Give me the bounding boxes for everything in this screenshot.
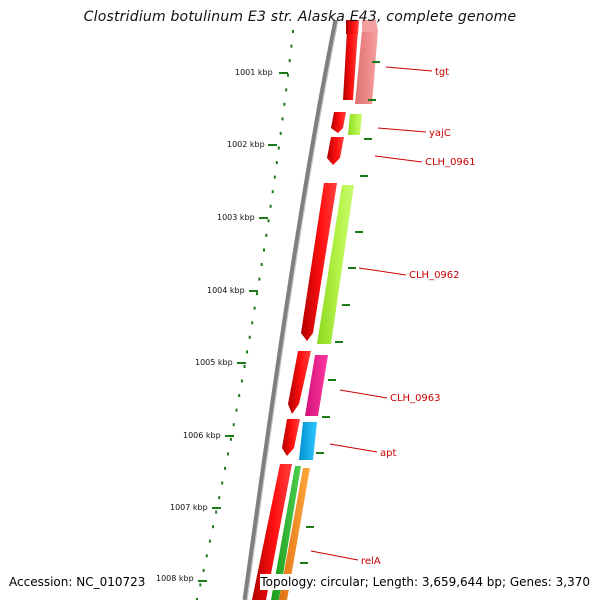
minor-tick xyxy=(273,175,276,179)
minor-tick xyxy=(269,204,272,208)
minor-tick xyxy=(240,379,243,383)
minor-tick xyxy=(283,102,286,106)
minor-tick xyxy=(208,539,211,543)
kbp-label: 1006 kbp xyxy=(183,431,221,440)
orf-feature xyxy=(301,183,337,341)
minor-tick xyxy=(279,131,282,135)
minor-tick xyxy=(277,146,280,150)
accession-label: Accession: NC_010723 xyxy=(9,574,146,590)
orf-feature-top xyxy=(346,20,359,34)
gene-label-CLH_0962: CLH_0962 xyxy=(409,270,460,281)
minor-tick xyxy=(253,306,256,310)
minor-tick xyxy=(265,233,268,237)
minor-tick xyxy=(275,161,278,165)
minor-tick xyxy=(267,219,270,223)
kbp-label: 1004 kbp xyxy=(207,286,245,295)
label-leader-lines xyxy=(310,66,433,561)
minor-tick xyxy=(232,423,235,427)
gene-label-yajC: yajC xyxy=(429,128,451,139)
kbp-label: 1001 kbp xyxy=(235,68,273,77)
gene-label-relA: relA xyxy=(361,556,381,567)
orf-feature xyxy=(288,351,311,414)
minor-tick xyxy=(229,437,232,441)
minor-tick xyxy=(292,30,294,33)
major-tick-marks xyxy=(198,72,288,582)
minor-tick xyxy=(199,583,202,587)
minor-tick xyxy=(227,452,229,456)
kbp-label: 1008 kbp xyxy=(156,574,194,583)
minor-tick xyxy=(218,496,221,500)
minor-tick xyxy=(256,292,258,296)
minor-tick xyxy=(205,554,208,558)
kbp-label: 1005 kbp xyxy=(195,358,233,367)
orf-feature xyxy=(343,30,358,100)
kbp-labels: 1001 kbp 1002 kbp 1003 kbp 1004 kbp 1005… xyxy=(156,68,273,583)
gene-tgt xyxy=(355,30,378,104)
kbp-label: 1007 kbp xyxy=(170,503,208,512)
minor-tick xyxy=(196,598,198,600)
minor-tick xyxy=(271,190,274,194)
genome-backbone xyxy=(242,19,339,600)
genome-summary-label: Topology: circular; Length: 3,659,644 bp… xyxy=(260,574,590,590)
minor-tick xyxy=(263,248,265,252)
gene-tgt-top xyxy=(362,20,378,32)
gene-label-apt: apt xyxy=(380,448,396,459)
gene-CLH_0963 xyxy=(305,355,328,416)
minor-tick xyxy=(281,117,284,121)
minor-tick xyxy=(285,88,288,92)
minor-tick xyxy=(212,525,215,529)
minor-tick xyxy=(290,44,293,48)
gene-labels: tgt yajC CLH_0961 CLH_0962 CLH_0963 apt … xyxy=(361,67,476,567)
minor-tick xyxy=(258,277,261,281)
minor-tick xyxy=(260,263,263,266)
minor-tick xyxy=(224,466,227,470)
gene-relA-orange xyxy=(279,468,310,600)
gene-label-CLH_0963: CLH_0963 xyxy=(390,393,441,404)
gene-label-CLH_0961: CLH_0961 xyxy=(425,157,476,168)
minor-tick xyxy=(246,350,249,354)
orf-feature xyxy=(327,137,344,165)
minor-tick xyxy=(221,481,224,485)
kbp-label: 1003 kbp xyxy=(217,213,255,222)
orf-feature xyxy=(252,464,292,600)
orf-feature xyxy=(282,419,300,456)
right-tick-marks xyxy=(300,61,380,564)
orf-feature xyxy=(331,112,346,133)
minor-tick-track-left xyxy=(196,30,294,600)
kbp-label: 1002 kbp xyxy=(227,140,265,149)
gene-CLH_0962 xyxy=(317,185,354,344)
minor-tick xyxy=(215,510,218,514)
minor-tick xyxy=(288,59,291,63)
minor-tick xyxy=(251,321,254,325)
minor-tick xyxy=(248,335,251,339)
minor-tick xyxy=(202,568,205,572)
genome-backbone-highlight xyxy=(246,19,339,600)
gene-yajC xyxy=(348,114,362,135)
gene-label-tgt: tgt xyxy=(435,67,449,78)
gene-apt xyxy=(299,422,317,460)
gene-relA-green xyxy=(271,466,301,600)
minor-tick xyxy=(235,408,238,412)
minor-tick xyxy=(287,73,289,77)
map-title: Clostridium botulinum E3 str. Alaska E43… xyxy=(83,9,517,25)
minor-tick xyxy=(243,365,246,368)
minor-tick xyxy=(238,394,241,398)
